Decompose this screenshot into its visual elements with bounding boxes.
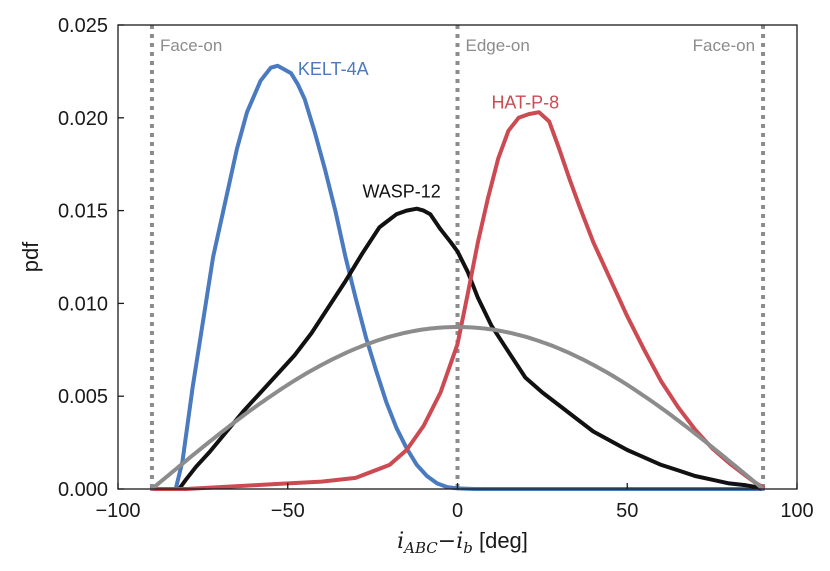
x-tick-label-1: −50	[271, 500, 305, 522]
x-axis-label: iABC−ib [deg]	[397, 528, 528, 557]
series-line-isotropic	[149, 325, 765, 491]
series-label-hat-p-8: HAT-P-8	[491, 93, 559, 113]
x-label-sub-abc: ABC	[402, 539, 438, 557]
reference-lines	[149, 25, 766, 489]
x-label-unit: [deg]	[473, 528, 528, 553]
series-line-wasp-12	[149, 206, 765, 491]
annotations: Face-on Edge-on Face-on KELT-4A WASP-12 HAT-P…	[160, 36, 755, 202]
x-label-minus: −	[438, 529, 456, 554]
x-label-i: i	[397, 529, 404, 554]
plot-frame	[117, 24, 798, 490]
x-label-sub-b: b	[463, 539, 473, 557]
x-tick-label-3: 50	[616, 500, 638, 522]
x-tick-label-4: 100	[780, 500, 813, 522]
y-tick-label-1: 0.005	[58, 386, 108, 408]
x-label-i2: i	[456, 529, 463, 554]
y-tick-label-4: 0.020	[58, 108, 108, 130]
series-label-kelt-4a: KELT-4A	[298, 59, 369, 79]
x-tick-label-2: 0	[452, 500, 463, 522]
y-tick-label-3: 0.015	[58, 201, 108, 223]
series-line-kelt-4a	[149, 63, 765, 491]
axis-ticks: −100 −50 0 50 100 0.000 0.005 0.010 0.015 0.020 0.…	[58, 15, 814, 522]
y-tick-label-2: 0.010	[58, 293, 108, 315]
reference-label-edge-on-1: Edge-on	[466, 36, 530, 55]
y-tick-label-0: 0.000	[58, 479, 108, 501]
reference-label-face-on-0: Face-on	[160, 36, 222, 55]
series-line-hat-p-8	[149, 110, 765, 491]
series-label-wasp-12: WASP-12	[362, 182, 440, 202]
reference-label-face-on-2: Face-on	[693, 36, 755, 55]
x-tick-label-0: −100	[95, 500, 140, 522]
y-tick-label-5: 0.025	[58, 15, 108, 37]
data-series	[149, 63, 765, 491]
y-axis-label: pdf	[18, 241, 43, 272]
